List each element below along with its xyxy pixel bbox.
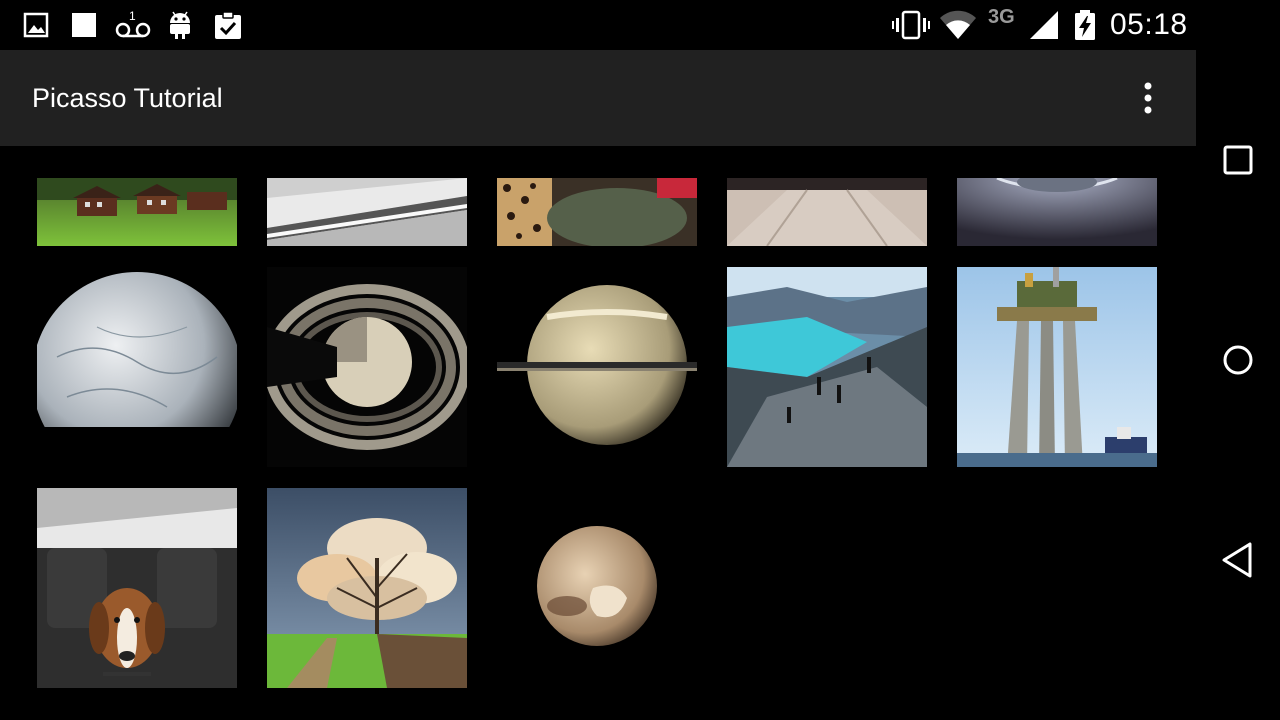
oil-platform-image[interactable] [957, 267, 1157, 467]
tree-clouds-image[interactable] [267, 488, 467, 688]
home-icon[interactable] [1214, 336, 1262, 384]
pluto-image[interactable] [497, 488, 697, 688]
app-bar: Picasso Tutorial [0, 50, 1196, 146]
network-type-label: 3G [988, 6, 1015, 28]
leopard-image[interactable] [497, 178, 697, 246]
enceladus-image[interactable] [37, 267, 237, 467]
dog-in-car-image[interactable] [37, 488, 237, 688]
more-vert-icon[interactable] [1128, 78, 1168, 118]
window-frame-image[interactable] [267, 178, 467, 246]
back-icon[interactable] [1214, 536, 1262, 584]
recents-icon[interactable] [1214, 136, 1262, 184]
voicemail-count: 1 [129, 10, 136, 23]
saturn-image[interactable] [497, 267, 697, 467]
clock: 05:18 [1110, 8, 1188, 41]
status-bar: 1 3G 05:18 [0, 0, 1196, 50]
navigation-bar [1196, 0, 1280, 720]
saturn-rings-image[interactable] [267, 267, 467, 467]
vibrate-icon [892, 10, 930, 40]
app-title: Picasso Tutorial [32, 83, 223, 113]
image-grid[interactable] [0, 146, 1196, 720]
voicemail-icon: 1 [115, 10, 151, 38]
square-icon [72, 13, 96, 37]
planet-horizon-image[interactable] [957, 178, 1157, 246]
gallery-icon [23, 12, 49, 38]
snowy-road-image[interactable] [727, 178, 927, 246]
battery-charging-icon [1075, 10, 1095, 40]
fjord-band-image[interactable] [727, 267, 927, 467]
wifi-icon [940, 10, 976, 40]
android-icon [170, 11, 190, 39]
clipboard-check-icon [215, 11, 241, 39]
mountain-village-image[interactable] [37, 178, 237, 246]
signal-icon [1030, 11, 1058, 39]
